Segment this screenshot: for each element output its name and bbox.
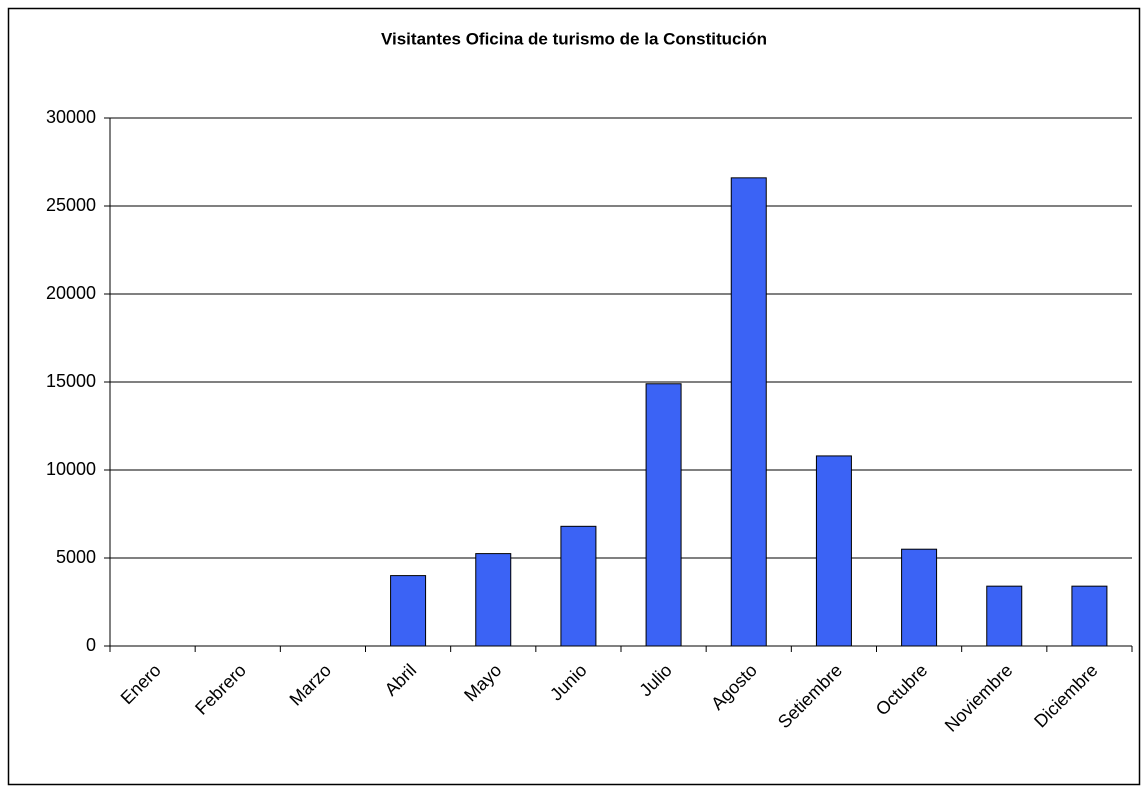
bar — [560, 525, 597, 647]
bar — [986, 585, 1023, 647]
bar — [730, 177, 767, 647]
chart-border — [7, 7, 1141, 786]
bar — [815, 455, 852, 647]
y-tick-label: 20000 — [46, 283, 96, 303]
y-tick-label: 10000 — [46, 459, 96, 479]
y-tick-label: 25000 — [46, 195, 96, 215]
y-tick-label: 5000 — [56, 547, 96, 567]
bar — [390, 575, 427, 647]
bar — [1071, 585, 1108, 647]
bar — [901, 548, 938, 647]
chart-title: Visitantes Oficina de turismo de la Cons… — [381, 29, 767, 48]
y-tick-label: 0 — [86, 635, 96, 655]
y-tick-label: 15000 — [46, 371, 96, 391]
y-tick-label: 30000 — [46, 107, 96, 127]
bar — [645, 383, 682, 647]
bar — [475, 553, 512, 647]
